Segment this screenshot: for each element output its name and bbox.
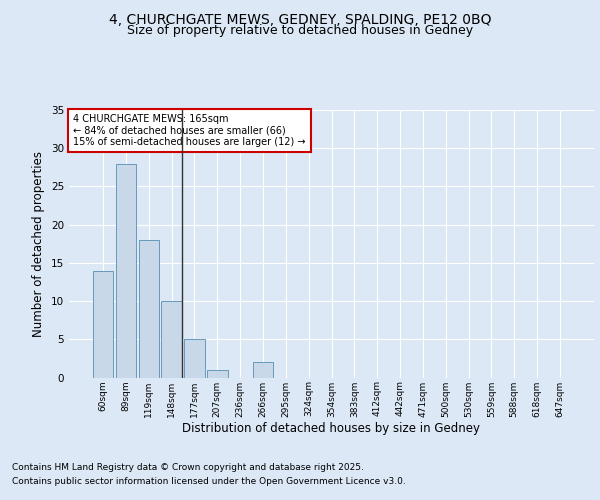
Bar: [184, 340, 205, 378]
Bar: [116, 164, 136, 378]
Text: 4, CHURCHGATE MEWS, GEDNEY, SPALDING, PE12 0BQ: 4, CHURCHGATE MEWS, GEDNEY, SPALDING, PE…: [109, 12, 491, 26]
Bar: [139, 240, 159, 378]
Text: Size of property relative to detached houses in Gedney: Size of property relative to detached ho…: [127, 24, 473, 37]
Bar: [253, 362, 273, 378]
Text: 4 CHURCHGATE MEWS: 165sqm
← 84% of detached houses are smaller (66)
15% of semi-: 4 CHURCHGATE MEWS: 165sqm ← 84% of detac…: [73, 114, 306, 147]
Bar: [207, 370, 227, 378]
Text: Contains HM Land Registry data © Crown copyright and database right 2025.: Contains HM Land Registry data © Crown c…: [12, 464, 364, 472]
X-axis label: Distribution of detached houses by size in Gedney: Distribution of detached houses by size …: [182, 422, 481, 435]
Text: Contains public sector information licensed under the Open Government Licence v3: Contains public sector information licen…: [12, 477, 406, 486]
Y-axis label: Number of detached properties: Number of detached properties: [32, 151, 46, 337]
Bar: [161, 301, 182, 378]
Bar: [93, 270, 113, 378]
